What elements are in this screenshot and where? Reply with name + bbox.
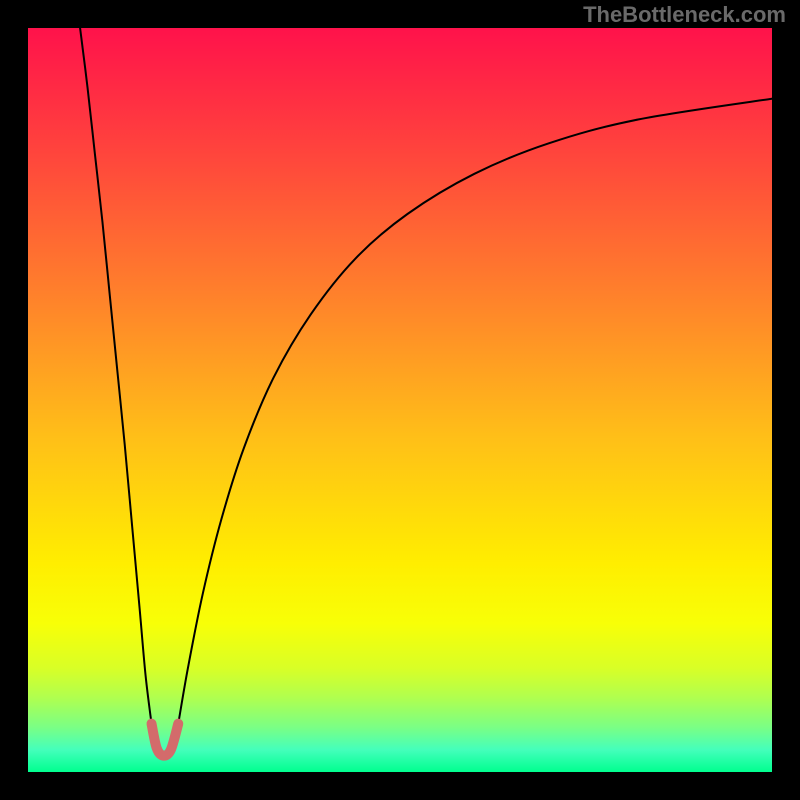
chart-frame: TheBottleneck.com: [0, 0, 800, 800]
watermark-label: TheBottleneck.com: [583, 2, 786, 28]
gradient-background: [28, 28, 772, 772]
plot-area: [28, 28, 772, 772]
chart-svg: [28, 28, 772, 772]
